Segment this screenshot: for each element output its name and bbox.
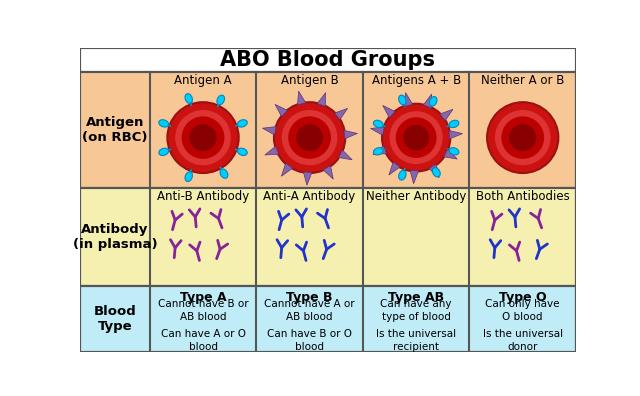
Ellipse shape [220, 169, 228, 178]
Text: Can have any
type of blood: Can have any type of blood [380, 299, 452, 322]
Text: Anti-A Antibody: Anti-A Antibody [264, 190, 356, 203]
Ellipse shape [399, 95, 406, 105]
Ellipse shape [159, 120, 168, 127]
Text: Is the universal
recipient: Is the universal recipient [376, 329, 456, 352]
Circle shape [487, 102, 558, 173]
Polygon shape [449, 131, 463, 139]
Circle shape [282, 110, 337, 165]
Ellipse shape [217, 95, 225, 105]
Text: Antibody
(in plasma): Antibody (in plasma) [72, 223, 157, 251]
Text: Type A: Type A [180, 291, 227, 303]
Text: Cannot have A or
AB blood: Cannot have A or AB blood [264, 299, 355, 322]
Text: Can have A or O
blood: Can have A or O blood [161, 329, 246, 352]
Polygon shape [298, 91, 306, 105]
Text: Antigen
(on RBC): Antigen (on RBC) [82, 116, 148, 144]
Polygon shape [371, 127, 385, 135]
Ellipse shape [237, 148, 247, 156]
Polygon shape [383, 105, 395, 118]
Polygon shape [282, 163, 292, 176]
Polygon shape [275, 105, 287, 116]
Circle shape [403, 125, 429, 150]
Polygon shape [440, 109, 453, 121]
Circle shape [396, 117, 436, 158]
Polygon shape [429, 164, 439, 178]
Circle shape [175, 110, 231, 165]
Circle shape [274, 102, 345, 173]
Text: Can only have
O blood: Can only have O blood [486, 299, 560, 322]
Polygon shape [265, 146, 278, 155]
Polygon shape [404, 93, 413, 107]
Text: Both Antibodies: Both Antibodies [476, 190, 570, 203]
Ellipse shape [429, 97, 437, 106]
Polygon shape [317, 93, 326, 107]
Ellipse shape [185, 172, 193, 181]
Text: Can have B or O
blood: Can have B or O blood [267, 329, 352, 352]
Text: Type AB: Type AB [388, 291, 444, 303]
Text: Anti-B Antibody: Anti-B Antibody [157, 190, 249, 203]
Text: Type B: Type B [286, 291, 333, 303]
Polygon shape [444, 149, 458, 159]
Text: Neither A or B: Neither A or B [481, 74, 564, 87]
Text: Antigen B: Antigen B [281, 74, 339, 87]
Circle shape [296, 124, 323, 151]
Circle shape [168, 102, 239, 173]
Circle shape [189, 124, 216, 151]
Text: Antigens A + B: Antigens A + B [372, 74, 461, 87]
Text: Blood
Type: Blood Type [93, 305, 136, 333]
Bar [80, 188, 576, 286]
Polygon shape [389, 162, 400, 175]
Circle shape [501, 116, 544, 159]
Polygon shape [373, 146, 387, 154]
Text: Type O: Type O [499, 291, 547, 303]
Bar [80, 72, 576, 188]
Circle shape [382, 104, 451, 171]
Polygon shape [335, 109, 348, 120]
Circle shape [288, 116, 331, 159]
Polygon shape [262, 127, 276, 135]
Polygon shape [339, 150, 352, 160]
Ellipse shape [433, 168, 440, 177]
Circle shape [390, 111, 443, 164]
Polygon shape [410, 170, 419, 184]
Ellipse shape [373, 120, 383, 128]
Polygon shape [423, 94, 432, 108]
Polygon shape [303, 172, 312, 185]
Ellipse shape [159, 148, 168, 156]
Polygon shape [344, 130, 358, 139]
Bar [80, 48, 576, 72]
Circle shape [495, 110, 550, 165]
Text: Antigen A: Antigen A [174, 74, 232, 87]
Ellipse shape [399, 170, 406, 180]
Text: ABO Blood Groups: ABO Blood Groups [221, 50, 435, 70]
Text: Is the universal
donor: Is the universal donor [483, 329, 563, 352]
Polygon shape [323, 166, 333, 179]
Ellipse shape [185, 94, 193, 103]
Ellipse shape [449, 120, 459, 128]
Ellipse shape [373, 148, 383, 155]
Bar [80, 286, 576, 352]
Text: Neither Antibody: Neither Antibody [366, 190, 467, 203]
Ellipse shape [237, 120, 247, 127]
Text: Cannot have B or
AB blood: Cannot have B or AB blood [157, 299, 248, 322]
Circle shape [509, 124, 536, 151]
Circle shape [182, 116, 225, 159]
Ellipse shape [449, 148, 459, 155]
